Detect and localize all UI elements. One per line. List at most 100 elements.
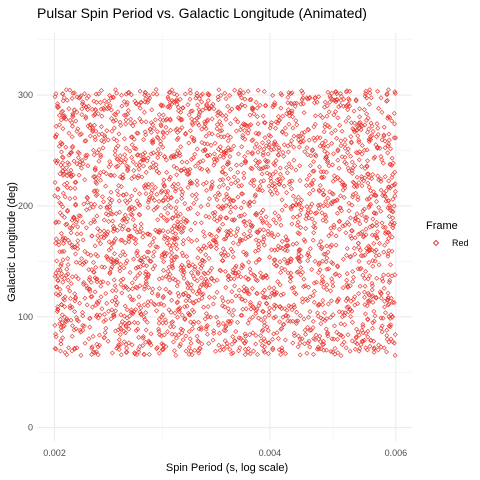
data-point — [341, 195, 347, 200]
data-point — [192, 220, 198, 226]
data-point — [153, 87, 159, 92]
data-point — [77, 300, 83, 306]
data-point — [236, 151, 241, 157]
data-point — [271, 331, 277, 337]
data-point — [280, 113, 286, 119]
data-point — [53, 331, 59, 337]
data-point — [174, 172, 180, 178]
data-point — [114, 138, 120, 144]
data-point — [353, 97, 359, 103]
data-point — [181, 265, 187, 271]
data-point — [368, 137, 374, 143]
data-point — [98, 124, 104, 130]
data-point — [287, 181, 292, 187]
data-point — [147, 258, 153, 264]
data-point — [61, 182, 67, 188]
data-point — [91, 260, 96, 265]
data-point — [141, 157, 146, 163]
data-point — [226, 309, 232, 315]
data-point — [289, 186, 294, 192]
data-point — [106, 219, 112, 224]
data-point — [216, 322, 222, 328]
data-point — [298, 225, 304, 230]
data-point — [317, 112, 323, 118]
data-point — [281, 142, 287, 148]
data-point — [338, 143, 344, 149]
data-point — [188, 285, 193, 291]
data-point — [59, 154, 65, 160]
data-point — [89, 233, 95, 239]
data-point — [239, 95, 244, 101]
data-point — [382, 145, 388, 151]
data-point — [155, 155, 161, 161]
data-point — [199, 126, 205, 132]
data-point — [181, 166, 187, 172]
data-point — [350, 179, 356, 185]
data-point — [151, 235, 157, 241]
data-point — [99, 306, 105, 312]
data-point — [70, 111, 76, 117]
data-point — [146, 352, 152, 357]
data-point — [114, 257, 120, 263]
data-point — [355, 133, 361, 139]
data-point — [223, 324, 229, 330]
data-point — [227, 154, 233, 159]
data-point — [206, 92, 212, 98]
data-point — [74, 94, 80, 100]
data-point — [381, 132, 387, 138]
data-point — [374, 275, 380, 281]
data-point — [356, 125, 362, 131]
data-point — [265, 232, 271, 237]
data-point — [132, 350, 138, 356]
data-point — [207, 268, 213, 274]
data-point — [209, 243, 214, 249]
data-point — [137, 264, 143, 270]
data-point — [368, 95, 374, 101]
data-point — [78, 352, 84, 358]
data-point — [171, 339, 176, 345]
data-point — [199, 292, 205, 298]
data-point — [350, 165, 356, 171]
data-point — [338, 205, 343, 211]
data-point — [221, 327, 227, 333]
data-point — [245, 349, 251, 355]
data-point — [174, 165, 180, 171]
data-point — [351, 296, 356, 302]
data-point — [250, 314, 256, 320]
data-point — [375, 132, 381, 137]
data-point — [93, 314, 99, 319]
data-point — [123, 330, 128, 336]
data-point — [388, 208, 393, 213]
data-point — [185, 285, 191, 291]
data-point — [359, 123, 365, 129]
data-point — [107, 204, 113, 210]
data-point — [343, 345, 349, 351]
data-point — [331, 222, 337, 228]
data-point — [253, 212, 258, 217]
data-point — [243, 158, 249, 164]
data-point — [152, 117, 158, 123]
legend-title: Frame — [426, 220, 458, 232]
data-point — [188, 90, 193, 96]
data-point — [97, 332, 102, 338]
data-point — [238, 312, 244, 318]
data-point — [180, 241, 186, 247]
data-point — [171, 324, 177, 330]
data-point — [185, 102, 191, 108]
data-point — [342, 322, 348, 328]
data-point — [203, 311, 209, 317]
data-point — [295, 269, 301, 275]
data-point — [359, 174, 365, 180]
data-point — [152, 263, 158, 269]
data-point — [65, 317, 71, 323]
data-point — [201, 279, 207, 285]
data-point — [375, 88, 381, 94]
data-point — [152, 185, 158, 190]
data-point — [173, 231, 179, 237]
data-point — [96, 158, 102, 164]
data-point — [293, 118, 299, 124]
data-point — [389, 208, 395, 214]
data-point — [156, 320, 162, 326]
data-point — [204, 103, 210, 109]
data-point — [205, 270, 211, 276]
